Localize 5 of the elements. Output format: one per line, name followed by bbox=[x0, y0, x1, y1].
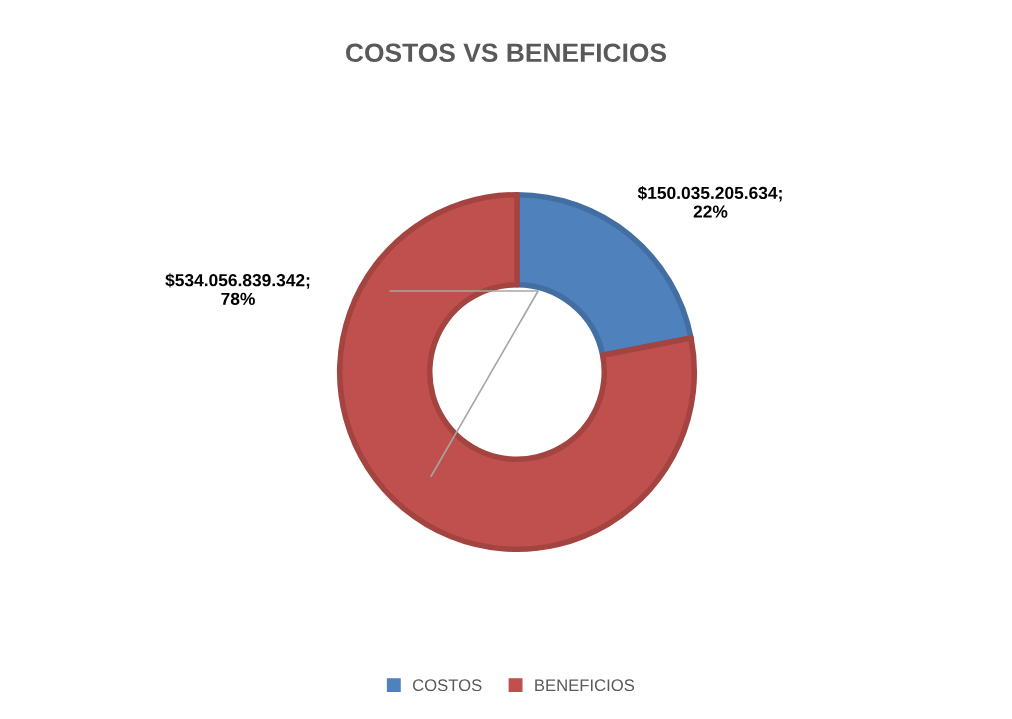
data-label: $534.056.839.342; 78% bbox=[165, 273, 310, 306]
legend-label: BENEFICIOS bbox=[535, 679, 635, 692]
data-label: $150.035.205.634; 22% bbox=[637, 185, 782, 218]
legend-label: COSTOS bbox=[413, 679, 482, 692]
chart-title: COSTOS VS BENEFICIOS bbox=[346, 43, 667, 63]
